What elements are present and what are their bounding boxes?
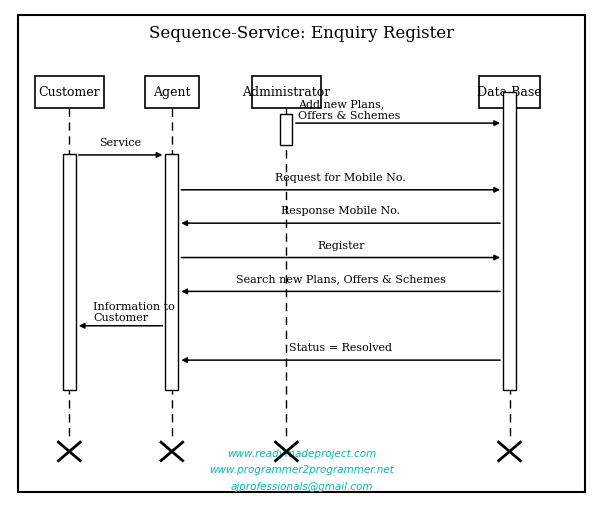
Text: ajprofessionals@gmail.com: ajprofessionals@gmail.com bbox=[230, 482, 373, 492]
Bar bbox=[63, 154, 76, 390]
Bar bbox=[280, 114, 292, 145]
Text: Response Mobile No.: Response Mobile No. bbox=[281, 207, 400, 216]
Bar bbox=[35, 76, 104, 108]
Text: Search new Plans, Offers & Schemes: Search new Plans, Offers & Schemes bbox=[236, 275, 446, 285]
Text: Data Base: Data Base bbox=[477, 86, 542, 99]
Text: www.readymadeproject.com: www.readymadeproject.com bbox=[227, 449, 376, 459]
Text: Add new Plans,
Offers & Schemes: Add new Plans, Offers & Schemes bbox=[298, 99, 401, 121]
Text: Register: Register bbox=[317, 241, 364, 251]
Bar bbox=[503, 92, 516, 390]
Text: Customer: Customer bbox=[39, 86, 100, 99]
Text: Information to
Customer: Information to Customer bbox=[93, 302, 175, 323]
Text: Status = Resolved: Status = Resolved bbox=[289, 344, 392, 353]
Text: Agent: Agent bbox=[153, 86, 191, 99]
Text: www.programmer2programmer.net: www.programmer2programmer.net bbox=[209, 465, 394, 476]
Bar bbox=[252, 76, 321, 108]
Text: Request for Mobile No.: Request for Mobile No. bbox=[276, 173, 406, 183]
Text: Administrator: Administrator bbox=[242, 86, 330, 99]
Text: Sequence-Service: Enquiry Register: Sequence-Service: Enquiry Register bbox=[149, 25, 454, 42]
Bar bbox=[479, 76, 540, 108]
Bar bbox=[165, 154, 178, 390]
Text: Service: Service bbox=[99, 139, 142, 148]
Bar bbox=[145, 76, 199, 108]
